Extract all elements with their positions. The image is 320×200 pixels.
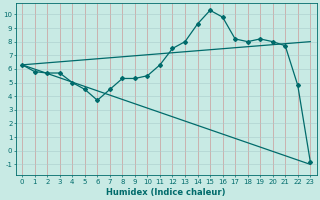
X-axis label: Humidex (Indice chaleur): Humidex (Indice chaleur) bbox=[107, 188, 226, 197]
